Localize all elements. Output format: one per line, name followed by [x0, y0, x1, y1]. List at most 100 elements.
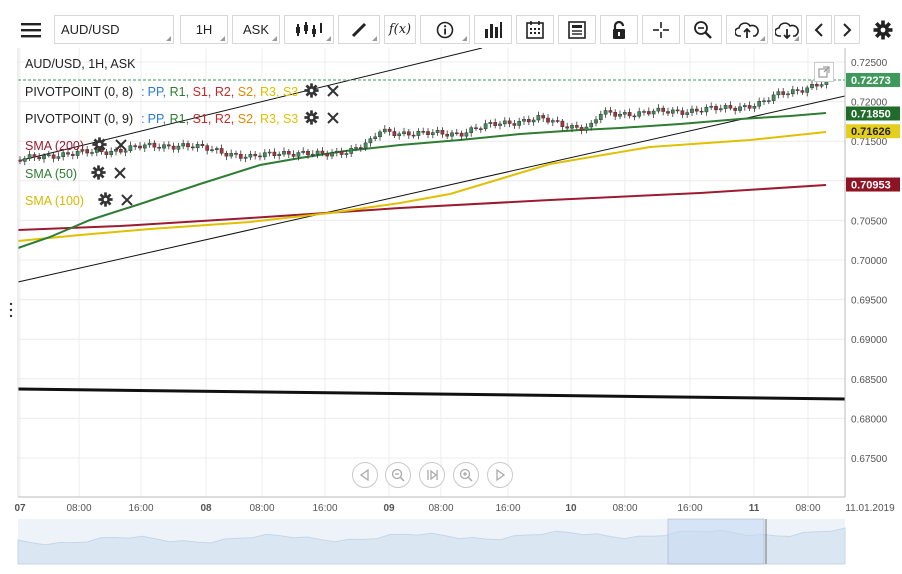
sma-100-name: SMA (100) [25, 194, 85, 208]
sma-100-line [17, 131, 827, 242]
triangle-right-icon [496, 468, 506, 482]
pivot-1-settings-icon[interactable] [304, 83, 319, 101]
pivot-2-settings-icon[interactable] [304, 110, 319, 128]
legend-sma-200[interactable]: SMA (200) [25, 137, 127, 155]
chart-area[interactable]: 0.725000.720000.715000.710000.705000.700… [0, 48, 902, 574]
price-tick-label: 0.70000 [851, 256, 888, 267]
sma-50-settings-icon[interactable] [91, 165, 106, 183]
legend-pivot-1[interactable]: PIVOTPOINT (0, 8) : PP, R1, S1, R2, S2, … [25, 83, 339, 101]
horizontal-support-line [17, 387, 846, 401]
timeframe-select[interactable]: 1H [180, 15, 228, 44]
legend-sma-100[interactable]: SMA (100) [25, 192, 133, 210]
scroll-back-button[interactable] [352, 462, 378, 488]
candle-body [162, 144, 166, 149]
candle-body [387, 128, 392, 132]
timeframe-value: 1H [195, 22, 213, 37]
candle-body [430, 132, 435, 135]
candle-body [18, 159, 22, 162]
price-tick-label: 0.68000 [851, 414, 888, 425]
scroll-right-button[interactable] [834, 15, 860, 44]
draw-button[interactable] [338, 15, 380, 44]
candle-body [574, 125, 579, 128]
price-tick-label: 0.72000 [851, 98, 888, 109]
pivot-2-close-icon[interactable] [327, 111, 339, 127]
chart-canvas[interactable]: 0.725000.720000.715000.710000.705000.700… [0, 48, 902, 574]
price-tick-label: 0.69500 [851, 296, 888, 307]
sma-200-close-icon[interactable] [115, 138, 127, 154]
symbol-value: AUD/USD [61, 22, 120, 37]
candle-body [330, 152, 334, 157]
pivot-1-items: PP, R1, S1, R2, S2, R3, S3 [148, 85, 299, 99]
candle-body [714, 106, 718, 111]
trendline-lower [17, 95, 846, 283]
scroll-left-button[interactable] [806, 15, 832, 44]
price-tags: 0.72273 0.71850 0.71626 0.70953 [846, 72, 900, 192]
next-icon [843, 22, 852, 37]
legend-pivot-2[interactable]: PIVOTPOINT (0, 9) : PP, R1, S1, R2, S2, … [25, 110, 339, 128]
candle-body [512, 123, 517, 126]
candle-body [258, 155, 262, 158]
lock-button[interactable] [600, 15, 638, 44]
menu-button[interactable] [12, 15, 50, 44]
sma-50-name: SMA (50) [25, 167, 78, 181]
zoom-button[interactable] [684, 15, 722, 44]
toolbar: AUD/USD 1H ASK f(x) [0, 0, 902, 48]
zoom-out-button[interactable] [385, 462, 411, 488]
candle-body [416, 131, 421, 136]
zoom-in-icon [459, 468, 473, 482]
candle-body [272, 151, 277, 156]
candle-body [205, 145, 210, 151]
candle-body [186, 143, 190, 148]
info-button[interactable] [420, 15, 470, 44]
candle-body [229, 153, 234, 157]
candle-body [762, 100, 766, 103]
calendar-button[interactable] [516, 15, 554, 44]
settings-button[interactable] [868, 15, 898, 44]
candle-body [694, 108, 699, 112]
candle-body [363, 142, 368, 149]
fx-button[interactable]: f(x) [384, 15, 416, 44]
candle-body [123, 150, 128, 153]
sma-200-name: SMA (200) [25, 139, 85, 153]
candle-body [200, 144, 205, 146]
legend-sma-50[interactable]: SMA (50) [25, 165, 126, 183]
moving-averages [17, 112, 827, 249]
candle-body [277, 153, 282, 156]
price-tag-label: 0.70953 [851, 180, 891, 192]
zoom-in-button[interactable] [453, 462, 479, 488]
upload-button[interactable] [726, 15, 768, 44]
crosshair-button[interactable] [642, 15, 680, 44]
popout-button[interactable] [814, 62, 834, 82]
resize-handle[interactable] [9, 302, 13, 318]
candle-body [402, 131, 406, 135]
pivot-1-close-icon[interactable] [327, 84, 339, 100]
symbol-select[interactable]: AUD/USD [54, 15, 174, 44]
candle-body [522, 119, 526, 122]
date-label: 11.01.2019 [845, 503, 895, 514]
navigator[interactable] [17, 518, 846, 565]
zoom-out-icon [391, 468, 405, 482]
sma-100-close-icon[interactable] [121, 193, 133, 209]
download-button[interactable] [772, 15, 802, 44]
volume-button[interactable] [474, 15, 512, 44]
candle-body [224, 152, 229, 157]
candle-body [378, 131, 382, 138]
crosshair-icon [653, 21, 669, 38]
scroll-forward-button[interactable] [487, 462, 513, 488]
candle-body [675, 109, 680, 112]
news-button[interactable] [558, 15, 596, 44]
candle-body [440, 130, 445, 135]
price-tag-label: 0.71626 [851, 126, 891, 138]
candle-body [152, 142, 157, 148]
drag-dots-icon [9, 302, 13, 318]
reset-view-button[interactable] [419, 462, 445, 488]
candle-body [646, 111, 651, 115]
candle-body [680, 110, 685, 115]
upload-icon [735, 21, 759, 38]
sma-200-settings-icon[interactable] [92, 137, 107, 155]
price-type-select[interactable]: ASK [232, 15, 280, 44]
sma-100-settings-icon[interactable] [98, 192, 113, 210]
sma-50-close-icon[interactable] [114, 166, 126, 182]
pivot-1-name: PIVOTPOINT (0, 8) [25, 85, 134, 99]
chart-type-button[interactable] [284, 15, 334, 44]
